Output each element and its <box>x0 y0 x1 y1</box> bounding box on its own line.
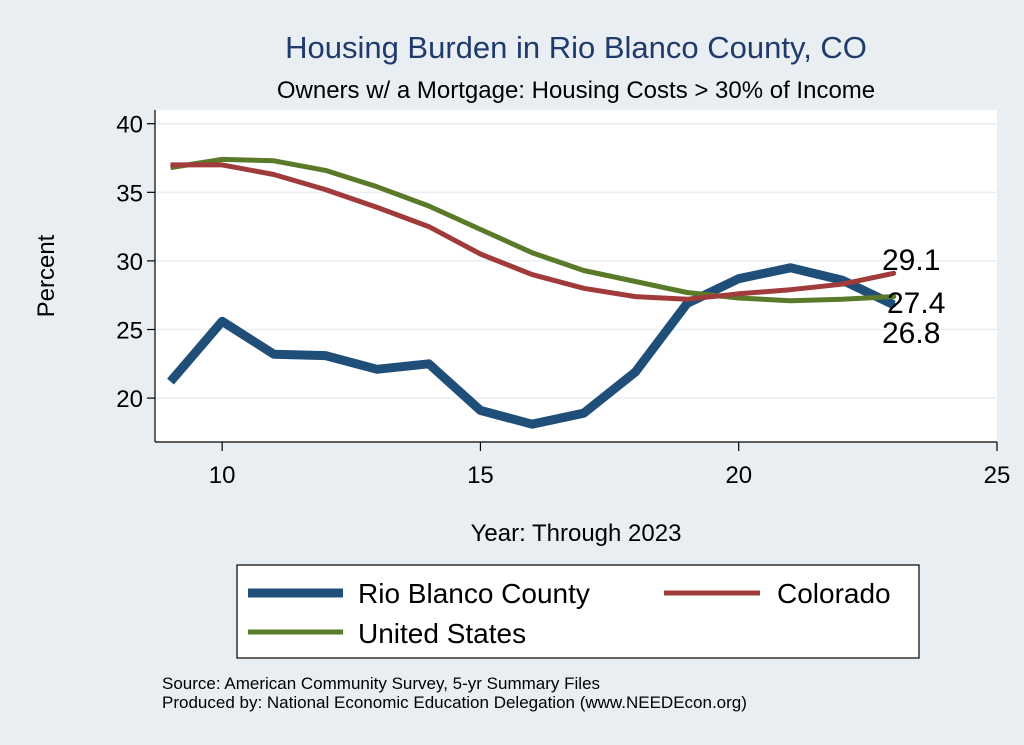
y-tick-label: 30 <box>116 249 143 276</box>
series-end-point <box>891 294 897 300</box>
end-label-united-states: 27.4 <box>887 287 945 320</box>
legend: Rio Blanco County Colorado United States <box>236 564 920 659</box>
y-tick-label: 20 <box>116 386 143 413</box>
legend-label-colorado: Colorado <box>777 578 891 609</box>
x-tick-label: 25 <box>984 462 1011 489</box>
end-label-rio-blanco-county: 26.8 <box>882 317 940 350</box>
series-end-point <box>891 270 897 276</box>
y-tick-label: 35 <box>116 180 143 207</box>
chart-title: Housing Burden in Rio Blanco County, CO <box>285 30 867 65</box>
chart-subtitle: Owners w/ a Mortgage: Housing Costs > 30… <box>277 77 875 104</box>
axes <box>154 110 997 443</box>
end-label-colorado: 29.1 <box>882 244 940 277</box>
series-lines <box>167 156 897 429</box>
producer-note: Produced by: National Economic Education… <box>162 693 747 712</box>
series-end-point <box>891 302 897 308</box>
gridlines <box>155 122 997 399</box>
legend-label-united-states: United States <box>358 618 526 649</box>
series-line-rio-blanco-county <box>167 263 896 429</box>
x-tick-label: 20 <box>725 462 752 489</box>
x-axis-label: Year: Through 2023 <box>471 520 682 547</box>
y-ticks: 20 25 30 35 40 <box>116 112 155 413</box>
series-line-united-states <box>170 156 894 304</box>
y-tick-label: 25 <box>116 318 143 345</box>
source-note: Source: American Community Survey, 5-yr … <box>162 674 600 693</box>
legend-box <box>236 564 920 659</box>
x-ticks: 10 15 20 25 <box>209 442 1011 489</box>
legend-label-rio-blanco-county: Rio Blanco County <box>358 578 590 609</box>
series-line-colorado <box>170 162 895 302</box>
x-tick-label: 10 <box>209 462 236 489</box>
y-axis-label: Percent <box>33 234 60 317</box>
y-tick-label: 40 <box>116 112 143 139</box>
x-tick-label: 15 <box>467 462 494 489</box>
